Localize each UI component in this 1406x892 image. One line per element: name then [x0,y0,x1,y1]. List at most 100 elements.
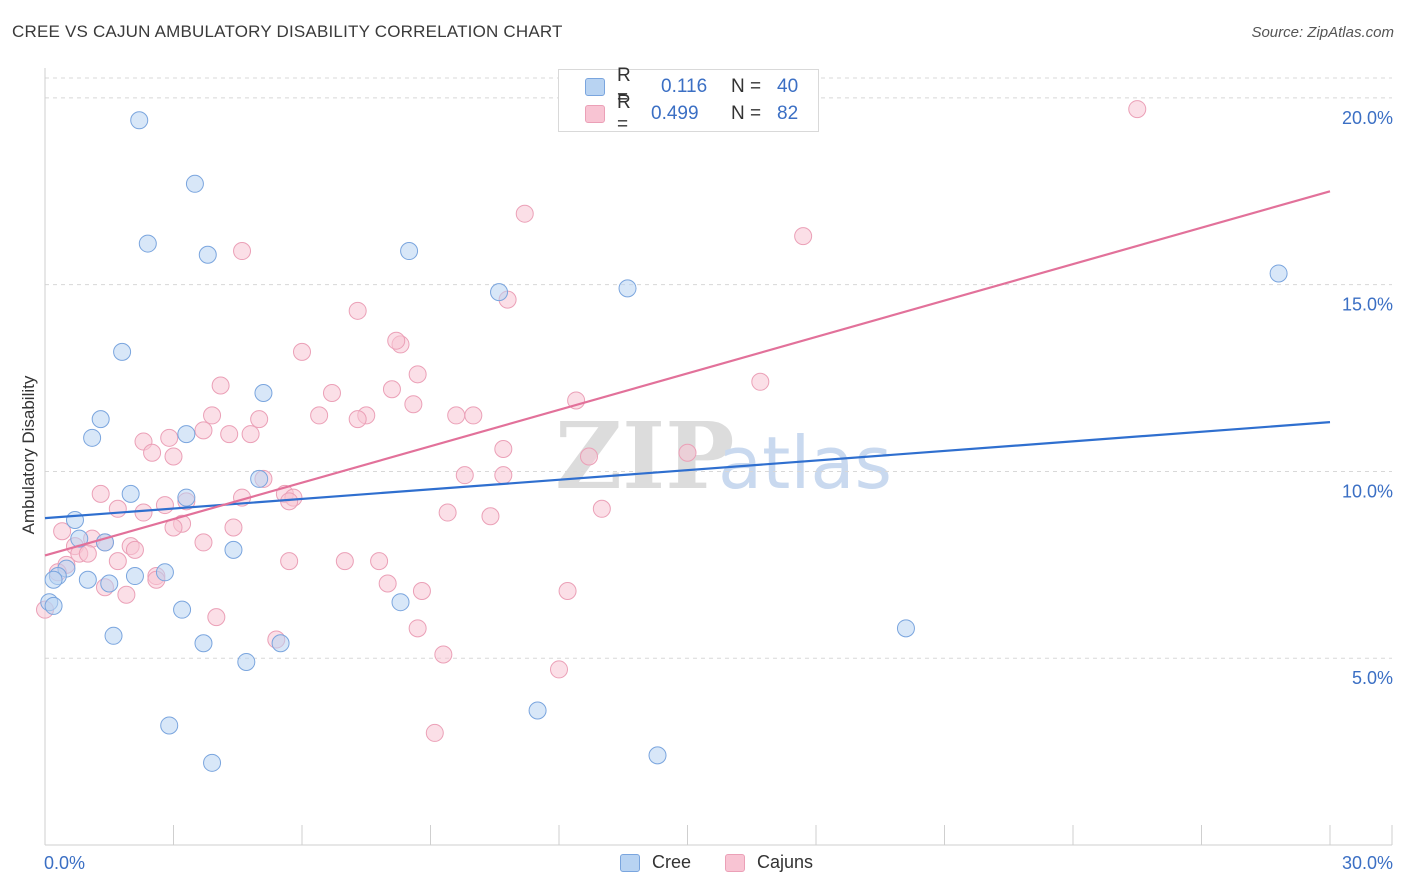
cajun-point [220,425,239,444]
cajun-point [335,552,354,571]
cajun-point [125,540,144,559]
cajun-point [194,533,213,552]
cajun-point [348,410,367,429]
legend-label-cajuns: Cajuns [757,852,814,872]
legend-r-value: 0.116 [661,76,708,97]
cajun-point [550,660,568,679]
legend-n-label: N = [731,76,762,97]
cajun-point [558,581,577,600]
cajun-point [155,496,174,515]
cree-point [104,626,123,645]
cajun-point [117,585,136,604]
source-label: Source: ZipAtlas.com [1251,24,1394,41]
cajun-point [53,522,72,541]
cajun-point [108,499,127,518]
cree-point [173,600,192,619]
cajun-point [464,406,483,425]
legend-n-value: 82 [777,103,799,124]
y-axis-label: Ambulatory Disability [19,375,38,534]
cajun-point [438,503,457,522]
cajun-point [224,518,243,537]
cajun-point [293,342,311,361]
cajun-point [455,466,474,485]
cree-point [198,245,217,264]
cajun-point [412,581,431,600]
cree-point [44,596,63,615]
stats-legend: R = 0.116 N = 40 R = 0.499 N = 82 [558,65,819,135]
cajun-point [404,395,423,414]
cree-point [177,488,196,507]
cree-point [83,428,102,447]
cajun-point [515,204,534,223]
legend-swatch-cree [620,853,640,872]
cree-point [113,342,132,361]
cajun-point [164,447,183,466]
cajun-point [348,301,367,320]
legend-item-cree: Cree [620,852,691,873]
cree-point [185,174,204,193]
cree-point [177,425,196,444]
cree-point [130,111,149,130]
legend-swatch-cajuns [585,105,605,123]
cree-point [648,746,667,765]
legend-n-value: 40 [777,76,799,97]
cajun-point [447,406,466,425]
cree-point [125,567,144,586]
cajun-point [387,331,406,350]
cree-point [203,753,222,772]
y-tick-label: 5.0% [1352,668,1393,688]
cree-point [400,242,419,261]
chart-title: CREE VS CAJUN AMBULATORY DISABILITY CORR… [12,22,563,41]
cajun-point [494,466,513,485]
cree-point [91,410,110,429]
cajun-point [233,242,252,261]
tick-labels: 5.0% 10.0% 15.0% 20.0% 0.0% 30.0% [44,108,1393,873]
cree-points [40,111,1288,772]
y-tick-label: 20.0% [1342,108,1393,128]
cree-point [155,563,174,582]
cajun-point [579,447,598,466]
cajun-point [322,383,341,402]
cajun-point [91,484,110,503]
cajun-point [310,406,329,425]
cree-point [254,383,273,402]
legend-swatch-cree [585,78,605,96]
cajun-point [408,619,427,638]
cajun-point [108,552,127,571]
trend-lines [44,190,1331,557]
cajun-point [250,410,269,429]
cajun-point [425,723,444,742]
watermark: ZIP atlas [555,402,892,510]
cree-point [896,619,915,638]
cajun-point [280,552,299,571]
cree-point [224,540,243,559]
cajun-point [143,443,162,462]
cree-point [70,529,89,548]
y-tick-label: 15.0% [1342,295,1393,315]
legend-swatch-cajuns [725,853,746,872]
cree-point [121,484,140,503]
cajun-trend-line [44,190,1331,557]
series-legend: Cree Cajuns [620,852,847,873]
legend-n-label: N = [731,103,762,124]
cree-point [44,570,63,589]
y-tick-label: 10.0% [1342,481,1393,501]
cree-point [194,634,213,653]
legend-r-value: 0.499 [651,103,699,124]
cajun-point [494,440,513,459]
grid [45,77,1392,659]
cajun-point [378,574,397,593]
cajun-point [678,443,697,462]
cajun-point [434,645,453,664]
cree-point [100,574,119,593]
cree-point [160,716,179,735]
cajun-point [211,376,230,395]
cree-point [271,634,290,653]
cree-point [250,469,269,488]
cajun-point [203,406,222,425]
cajun-point [382,380,401,399]
legend-r-label: R = [617,65,631,108]
cajun-point [481,507,500,526]
cajun-point [408,365,427,384]
cree-point [65,511,84,530]
